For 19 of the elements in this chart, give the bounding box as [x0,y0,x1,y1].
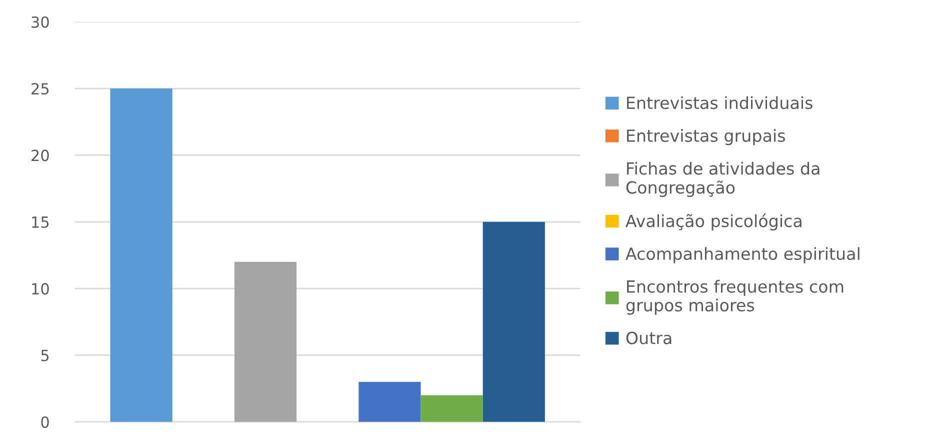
y-tick-label: 20 [32,150,49,162]
bar [420,395,483,422]
bar [234,262,297,422]
y-tick-label: 5 [41,350,49,362]
legend-label: Outra [626,332,672,344]
legend-label: Avaliação psicológica [626,214,802,230]
y-tick-label: 10 [32,283,49,295]
bar [110,88,172,422]
y-tick-label: 15 [32,216,49,228]
legend-label: Entrevistas individuais [627,96,812,110]
legend-label: Acompanhamento espiritual [626,247,860,264]
y-tick-label: 0 [41,416,49,428]
y-tick-label: 30 [32,16,49,28]
legend-label: Fichas de atividades da Congregação [626,162,820,197]
bar [482,222,545,422]
legend-label: Encontros frequentes com grupos maiores [626,280,844,315]
legend-label: Entrevistas grupais [627,129,785,146]
bar [358,382,421,422]
y-tick-label: 25 [32,82,49,95]
